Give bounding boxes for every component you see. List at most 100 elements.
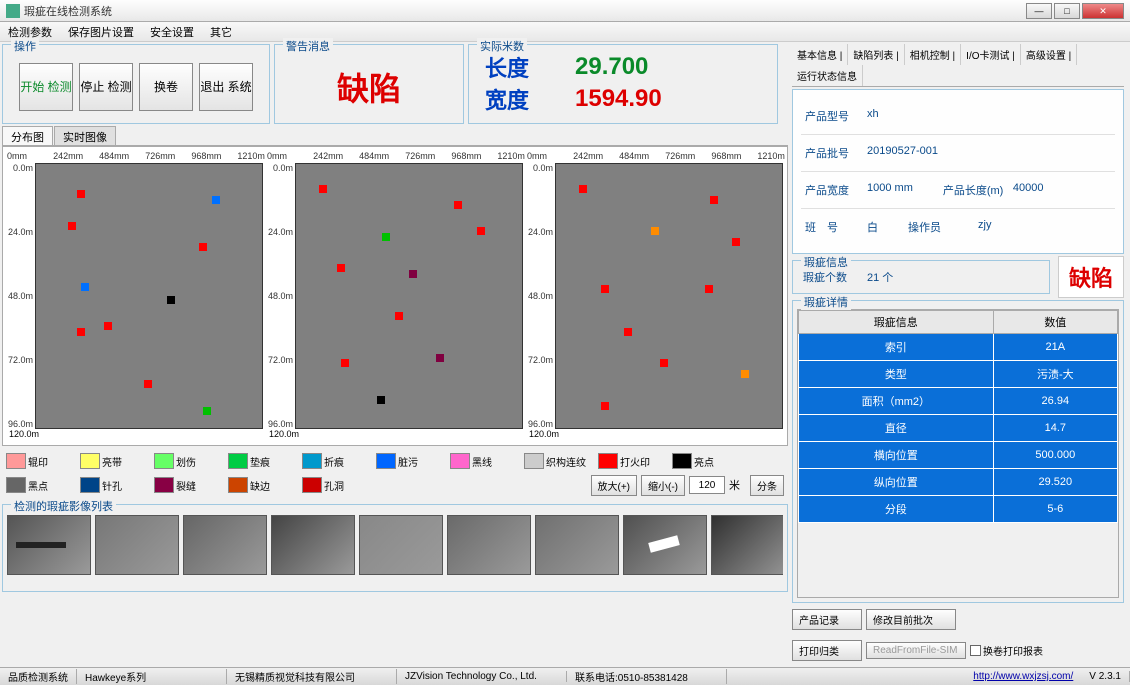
status-version: V 2.3.1 [1081,671,1130,682]
defect-point[interactable] [212,196,220,204]
tab-scatter[interactable]: 分布图 [2,126,53,145]
defect-point[interactable] [705,285,713,293]
roll-print-checkbox[interactable]: 换卷打印报表 [970,643,1043,658]
defect-point[interactable] [601,285,609,293]
right-tab-1[interactable]: 缺陷列表 | [848,44,904,65]
defect-point[interactable] [660,359,668,367]
defect-point[interactable] [81,283,89,291]
prod-length-value: 40000 [1013,182,1044,198]
legend-item-13[interactable]: 缺边 [228,474,300,496]
detail-row[interactable]: 横向位置500.000 [799,442,1118,469]
warning-group: 警告消息 缺陷 [274,44,464,124]
defect-point[interactable] [203,407,211,415]
defect-point[interactable] [710,196,718,204]
right-tab-4[interactable]: 高级设置 | [1021,44,1077,65]
zoom-out-button[interactable]: 缩小(-) [641,475,685,496]
defect-thumbnail-5[interactable] [447,515,531,575]
legend-item-4[interactable]: 折痕 [302,450,374,472]
exit-button[interactable]: 退出 系统 [199,63,253,111]
defect-point[interactable] [68,222,76,230]
length-label: 长度 [485,51,575,83]
split-button[interactable]: 分条 [750,475,784,496]
defect-thumbnail-1[interactable] [95,515,179,575]
zoom-value-input[interactable] [689,476,725,494]
defect-point[interactable] [337,264,345,272]
legend-item-11[interactable]: 针孔 [80,474,152,496]
detail-row[interactable]: 面积（mm2）26.94 [799,388,1118,415]
defect-point[interactable] [77,328,85,336]
detail-row[interactable]: 类型污渍-大 [799,361,1118,388]
defect-thumbnail-0[interactable] [7,515,91,575]
product-info-panel: 产品型号 xh 产品批号 20190527-001 产品宽度 1000 mm 产… [792,89,1124,254]
defect-point[interactable] [144,380,152,388]
defect-point[interactable] [341,359,349,367]
legend-item-6[interactable]: 黑线 [450,450,522,472]
legend-item-12[interactable]: 裂缝 [154,474,226,496]
read-from-file-button[interactable]: ReadFromFile-SIM [866,642,966,659]
defect-point[interactable] [167,296,175,304]
right-tab-2[interactable]: 相机控制 | [905,44,961,65]
defect-point[interactable] [409,270,417,278]
legend-item-1[interactable]: 亮带 [80,450,152,472]
menu-item-3[interactable]: 其它 [206,22,236,42]
start-button[interactable]: 开始 检测 [19,63,73,111]
defect-point[interactable] [579,185,587,193]
print-classify-button[interactable]: 打印归类 [792,640,862,661]
defect-point[interactable] [199,243,207,251]
defect-point[interactable] [624,328,632,336]
detail-row[interactable]: 直径14.7 [799,415,1118,442]
defect-point[interactable] [601,402,609,410]
legend-item-2[interactable]: 划伤 [154,450,226,472]
defect-point[interactable] [477,227,485,235]
detail-row[interactable]: 纵向位置29.520 [799,469,1118,496]
scatter-plot-1[interactable] [295,163,523,429]
defect-point[interactable] [77,190,85,198]
legend-item-14[interactable]: 孔洞 [302,474,374,496]
zoom-in-button[interactable]: 放大(+) [591,475,638,496]
defect-thumbnail-8[interactable] [711,515,783,575]
menu-item-2[interactable]: 安全设置 [146,22,198,42]
roll-change-button[interactable]: 换卷 [139,63,193,111]
legend-item-3[interactable]: 垫痕 [228,450,300,472]
defect-count-value: 21 个 [867,269,893,285]
defect-point[interactable] [395,312,403,320]
defect-thumbnail-4[interactable] [359,515,443,575]
modify-batch-button[interactable]: 修改目前批次 [866,609,956,630]
operations-group: 操作 开始 检测 停止 检测 换卷 退出 系统 [2,44,270,124]
legend-item-7[interactable]: 织构连纹 [524,450,596,472]
legend-item-0[interactable]: 辊印 [6,450,78,472]
minimize-button[interactable]: — [1026,3,1052,19]
close-button[interactable]: ✕ [1082,3,1124,19]
defect-point[interactable] [382,233,390,241]
product-record-button[interactable]: 产品记录 [792,609,862,630]
detail-row[interactable]: 分段5-6 [799,496,1118,523]
defect-point[interactable] [651,227,659,235]
defect-point[interactable] [319,185,327,193]
legend-item-8[interactable]: 打火印 [598,450,670,472]
right-tab-3[interactable]: I/O卡测试 | [961,44,1021,65]
defect-point[interactable] [732,238,740,246]
menu-item-1[interactable]: 保存图片设置 [64,22,138,42]
legend-item-9[interactable]: 亮点 [672,450,744,472]
defect-point[interactable] [454,201,462,209]
defect-point[interactable] [104,322,112,330]
legend-item-5[interactable]: 脏污 [376,450,448,472]
scatter-plot-2[interactable] [555,163,783,429]
tab-live[interactable]: 实时图像 [54,126,116,145]
defect-thumbnail-3[interactable] [271,515,355,575]
stop-button[interactable]: 停止 检测 [79,63,133,111]
defect-point[interactable] [377,396,385,404]
defect-point[interactable] [741,370,749,378]
defect-thumbnail-6[interactable] [535,515,619,575]
defect-thumbnail-2[interactable] [183,515,267,575]
legend-swatch [80,453,100,469]
maximize-button[interactable]: □ [1054,3,1080,19]
status-url[interactable]: http://www.wxjzsj.com/ [965,671,1081,682]
legend-item-10[interactable]: 黑点 [6,474,78,496]
defect-thumbnail-7[interactable] [623,515,707,575]
detail-row[interactable]: 索引21A [799,334,1118,361]
right-tab-5[interactable]: 运行状态信息 [792,65,863,86]
defect-point[interactable] [436,354,444,362]
scatter-plot-0[interactable] [35,163,263,429]
right-tab-0[interactable]: 基本信息 | [792,44,848,65]
